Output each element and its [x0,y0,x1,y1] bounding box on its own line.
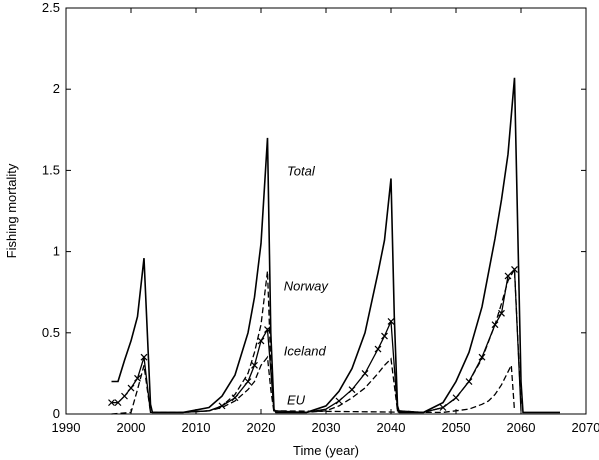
annotations: Total Norway Iceland EU [284,163,330,407]
iceland-marker [231,394,239,402]
iceland-marker [361,369,369,377]
iceland-marker [140,353,148,361]
iceland-marker [264,326,271,333]
iceland-marker [452,394,460,402]
iceland-marker [251,361,258,369]
x-tick-label: 2040 [377,420,406,435]
series-line-norway [182,267,522,414]
annotation-norway: Norway [284,279,330,294]
iceland-marker [108,399,115,407]
x-tick-label: 2050 [442,420,471,435]
x-tick-label: 2030 [312,420,341,435]
iceland-marker [134,374,141,382]
series-line-eu [111,355,516,415]
x-tick-label: 2000 [117,420,146,435]
iceland-marker [478,353,486,361]
y-tick-label: 0.5 [42,325,60,340]
annotation-eu: EU [287,392,306,407]
y-tick-label: 2.5 [42,0,60,15]
plot-area [66,8,586,414]
iceland-marker [374,345,382,353]
iceland-marker [257,337,265,345]
iceland-marker [335,397,343,405]
plot-frame [65,7,587,415]
iceland-marker [504,272,512,280]
iceland-marker [511,266,518,273]
annotation-iceland: Iceland [284,344,327,359]
x-tick-labels: 1990 2000 2010 2020 2030 2040 2050 2060 2070 [52,420,599,435]
annotation-total: Total [287,163,316,178]
iceland-marker [491,321,499,329]
x-axis-label: Time (year) [293,443,359,458]
iceland-marker [381,332,388,340]
y-tick-label: 0 [53,406,60,421]
iceland-marker [114,399,122,407]
x-tick-label: 2060 [507,420,536,435]
y-axis-label: Fishing mortality [4,163,19,258]
iceland-marker [348,386,356,394]
x-tick-label: 2070 [572,420,599,435]
y-tick-labels: 0 0.5 1 1.5 2 2.5 [42,0,60,421]
iceland-marker [387,318,395,325]
y-tick-label: 2 [53,81,60,96]
iceland-marker [498,309,505,317]
series-line-total [111,77,560,414]
y-tick-label: 1.5 [42,162,60,177]
x-tick-label: 1990 [52,420,81,435]
iceland-marker [244,378,252,385]
x-tick-label: 2010 [182,420,211,435]
y-tick-label: 1 [53,244,60,259]
iceland-marker [465,378,473,385]
iceland-marker [127,384,135,392]
x-tick-label: 2020 [247,420,276,435]
iceland-marker [439,404,447,411]
iceland-marker [121,392,128,400]
